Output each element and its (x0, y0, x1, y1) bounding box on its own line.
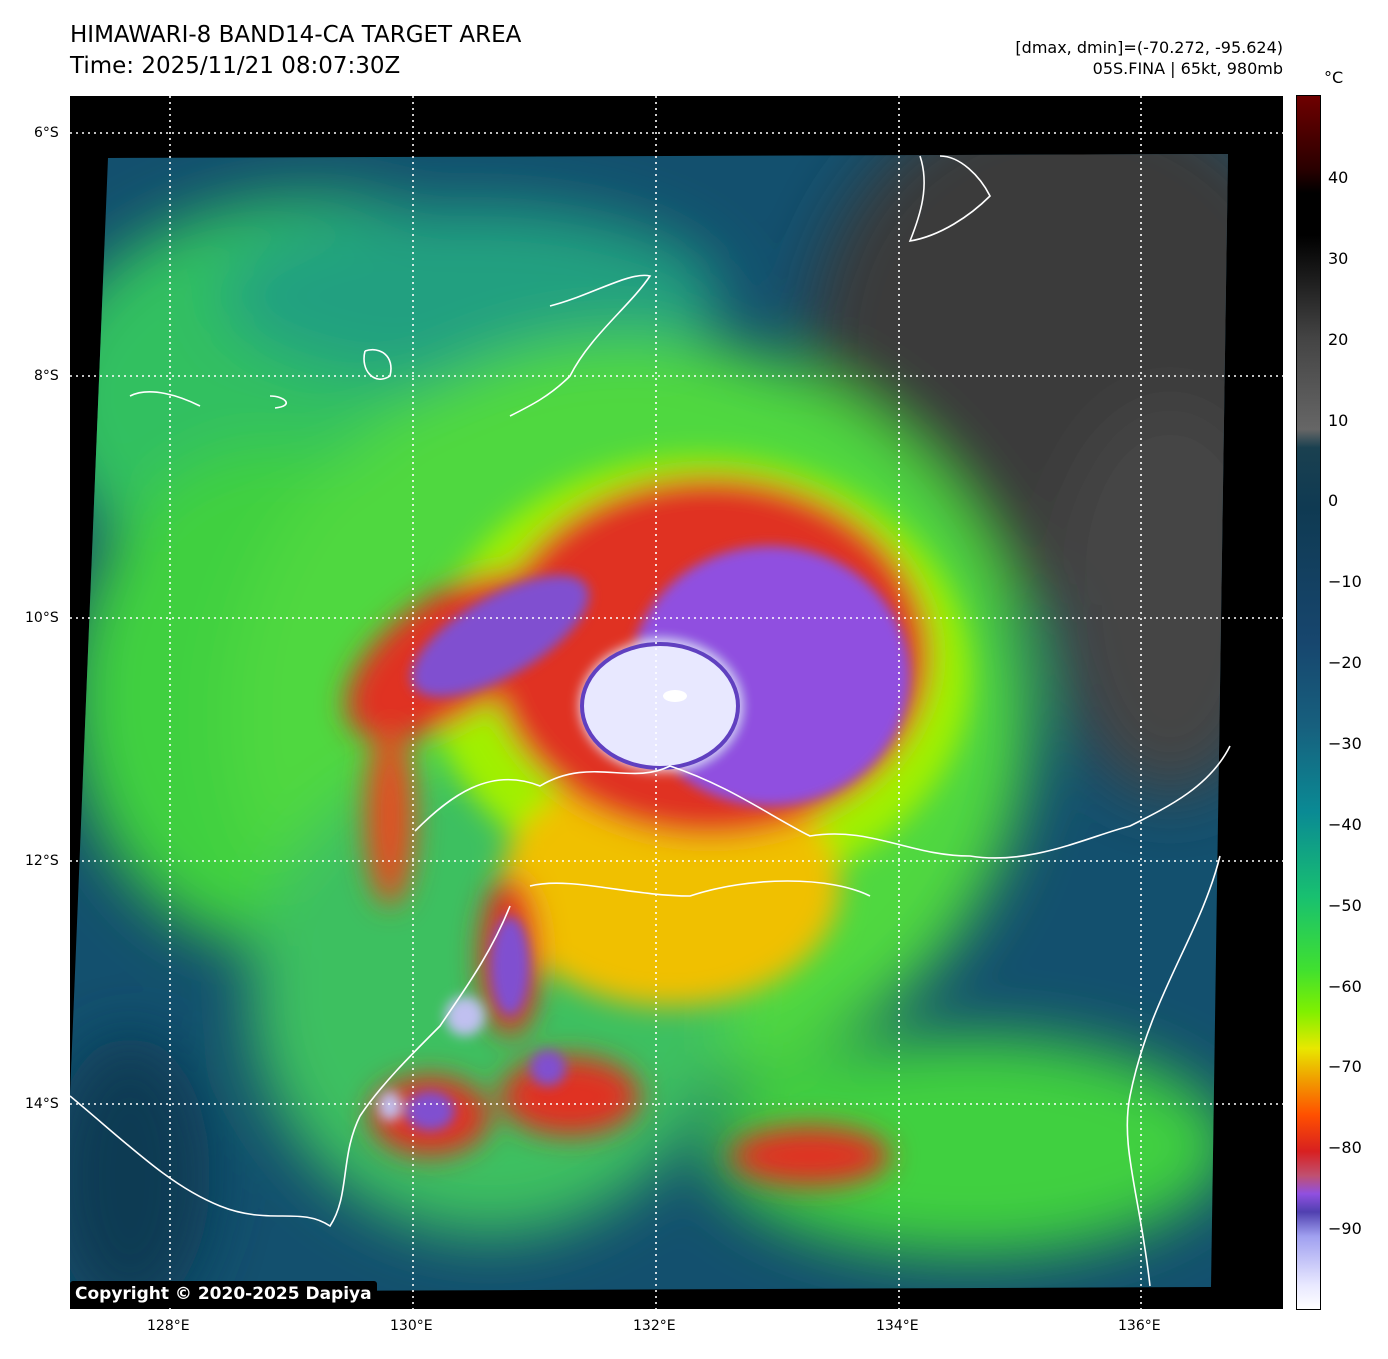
dmax-dmin-label: [dmax, dmin]=(-70.272, -95.624) (1015, 38, 1283, 57)
colorbar-tick: −70 (1328, 1057, 1362, 1077)
lat-label: 14°S (25, 1096, 59, 1112)
cloud-imagery (70, 154, 1228, 1292)
lat-label: 8°S (34, 368, 59, 384)
satellite-map (70, 96, 1283, 1309)
lon-label: 134°E (876, 1318, 919, 1334)
time-label: Time: 2025/11/21 08:07:30Z (70, 53, 401, 79)
colorbar-tick: −30 (1328, 733, 1362, 753)
lat-label: 12°S (25, 853, 59, 869)
chart-title: HIMAWARI-8 BAND14-CA TARGET AREA (70, 22, 522, 48)
colorbar-tick: 40 (1328, 168, 1349, 187)
colorbar-tick: −20 (1328, 653, 1362, 673)
lat-label: 6°S (34, 125, 59, 141)
colorbar-tick: −10 (1328, 572, 1362, 592)
coastlines (70, 155, 1231, 1287)
lon-label: 136°E (1118, 1318, 1161, 1334)
colorbar-tick: 10 (1328, 410, 1349, 430)
lon-label: 132°E (633, 1318, 676, 1334)
colorbar-tick: −90 (1328, 1219, 1362, 1239)
colorbar-tick: −80 (1328, 1138, 1362, 1158)
colorbar-tick: 0 (1328, 491, 1339, 511)
gridlines (70, 96, 1283, 1309)
lon-label: 128°E (147, 1318, 190, 1334)
colorbar-tick: −60 (1328, 976, 1362, 996)
colorbar-tick: −40 (1328, 814, 1362, 834)
colorbar (1296, 95, 1321, 1310)
colorbar-tick: 30 (1328, 248, 1349, 268)
storm-info-label: 05S.FINA | 65kt, 980mb (1092, 59, 1283, 78)
copyright-label: Copyright © 2020-2025 Dapiya (70, 1281, 377, 1307)
colorbar-tick: −50 (1328, 895, 1362, 915)
lon-label: 130°E (390, 1318, 433, 1334)
colorbar-unit: °C (1324, 68, 1344, 87)
colorbar-tick: 20 (1328, 329, 1349, 349)
lat-label: 10°S (25, 610, 59, 626)
